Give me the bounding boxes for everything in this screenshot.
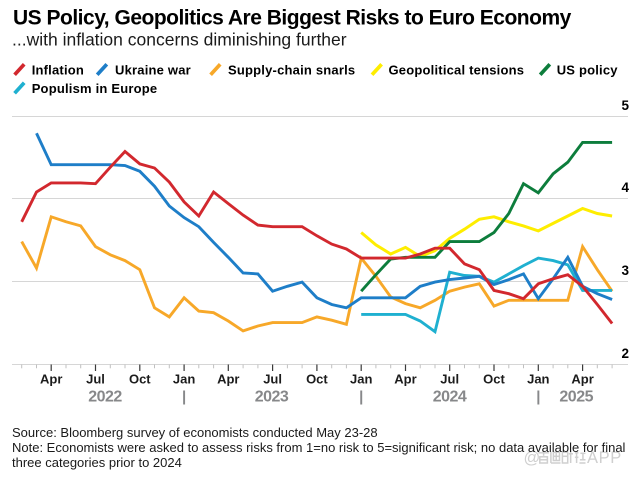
svg-text:Oct: Oct <box>129 372 151 387</box>
svg-text:|: | <box>182 389 186 406</box>
svg-text:Jan: Jan <box>350 372 372 387</box>
svg-text:2024: 2024 <box>433 389 467 406</box>
svg-text:2: 2 <box>621 346 629 361</box>
svg-text:3: 3 <box>621 263 629 278</box>
svg-text:|: | <box>359 389 363 406</box>
svg-text:Populism in Europe: Populism in Europe <box>32 81 158 96</box>
svg-text:Jul: Jul <box>440 372 459 387</box>
svg-text:Note: Economists were asked to: Note: Economists were asked to assess ri… <box>12 440 626 455</box>
svg-text:2025: 2025 <box>559 389 593 406</box>
svg-text:Jul: Jul <box>86 372 105 387</box>
svg-text:Jan: Jan <box>527 372 549 387</box>
svg-text:APP: APP <box>587 449 622 467</box>
svg-text:Oct: Oct <box>483 372 505 387</box>
svg-text:|: | <box>536 389 540 406</box>
svg-text:2022: 2022 <box>88 389 122 406</box>
svg-text:three categories prior to 2024: three categories prior to 2024 <box>12 455 182 470</box>
svg-text:Apr: Apr <box>394 372 416 387</box>
svg-text:Ukraine war: Ukraine war <box>115 63 191 78</box>
svg-text:Apr: Apr <box>40 372 62 387</box>
svg-text:Inflation: Inflation <box>32 63 84 78</box>
svg-text:5: 5 <box>621 98 629 113</box>
svg-text:2023: 2023 <box>255 389 289 406</box>
svg-text:Apr: Apr <box>571 372 593 387</box>
svg-text:Oct: Oct <box>306 372 328 387</box>
svg-text:Source: Bloomberg survey of ec: Source: Bloomberg survey of economists c… <box>12 425 378 440</box>
svg-text:Jul: Jul <box>263 372 282 387</box>
svg-text:US policy: US policy <box>557 63 619 78</box>
svg-text:US Policy, Geopolitics Are Big: US Policy, Geopolitics Are Biggest Risks… <box>13 7 572 30</box>
svg-text:Apr: Apr <box>217 372 239 387</box>
svg-text:Supply-chain snarls: Supply-chain snarls <box>228 63 355 78</box>
svg-text:@: @ <box>524 449 541 467</box>
svg-text:...with inflation concerns dim: ...with inflation concerns diminishing f… <box>12 30 347 50</box>
svg-text:4: 4 <box>621 180 629 195</box>
svg-text:Jan: Jan <box>173 372 195 387</box>
svg-text:Geopolitical tensions: Geopolitical tensions <box>389 63 525 78</box>
